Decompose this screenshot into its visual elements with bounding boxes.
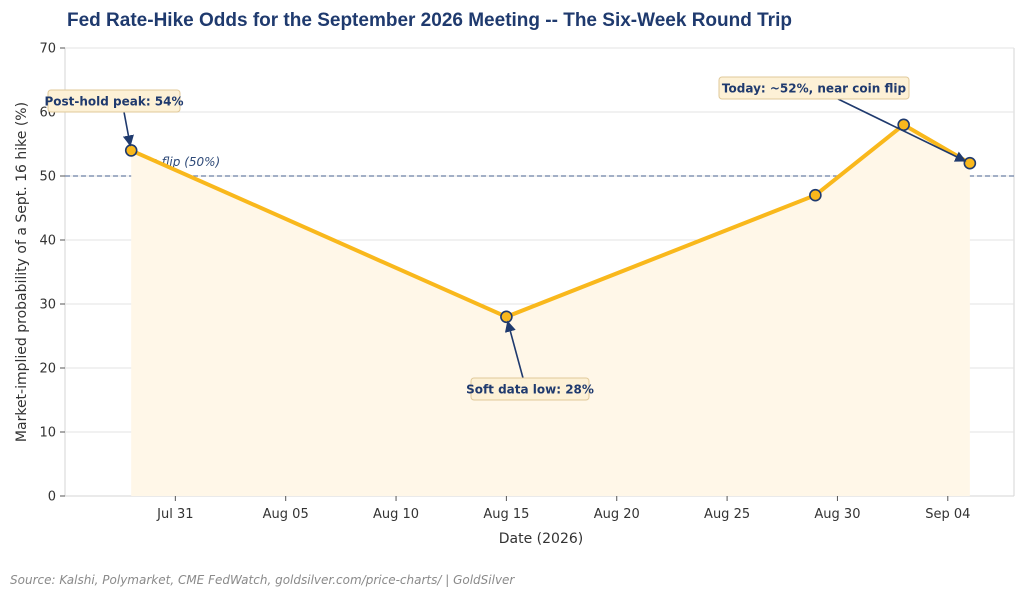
x-tick-label: Aug 10	[373, 507, 419, 522]
y-axis-label: Market-implied probability of a Sept. 16…	[14, 102, 30, 442]
data-point	[809, 188, 822, 202]
annotation-text: Today: ~52%, near coin flip	[722, 82, 907, 96]
y-tick-label: 70	[39, 42, 56, 57]
annotation-box	[718, 76, 910, 100]
x-tick-label: Aug 05	[263, 507, 309, 522]
y-tick-label: 20	[39, 362, 56, 377]
annotation-text: Post-hold peak: 54%	[44, 95, 183, 109]
annotations: Post-hold peak: 54% Soft data low: 28% Tod…	[44, 76, 967, 401]
x-axis: Jul 31 Aug 05 Aug 10 Aug 15 Aug 20 Aug 25 Aug …	[156, 496, 970, 522]
annotation-arrow	[122, 111, 134, 147]
y-tick-label: 50	[39, 170, 56, 185]
x-tick-label: Aug 20	[594, 507, 640, 522]
x-tick-label: Aug 30	[814, 507, 860, 522]
y-tick-label: 0	[48, 490, 56, 505]
y-tick-label: 10	[39, 426, 56, 441]
y-tick-label: 30	[39, 298, 56, 313]
x-tick-label: Aug 15	[483, 507, 529, 522]
data-point	[500, 310, 513, 324]
chart-title: Fed Rate-Hike Odds for the September 202…	[67, 10, 792, 31]
data-point	[124, 144, 138, 157]
x-tick-label: Sep 04	[925, 507, 970, 522]
source-note: Source: Kalshi, Polymarket, CME FedWatch…	[10, 573, 515, 587]
annotation-arrow	[837, 98, 967, 162]
data-point	[963, 156, 977, 170]
area-fill	[131, 124, 970, 497]
annotation-box	[470, 377, 590, 401]
annotation-text: Soft data low: 28%	[466, 383, 594, 397]
plot-area	[124, 118, 977, 497]
x-tick-label: Jul 31	[156, 507, 193, 522]
annotation-box	[47, 89, 181, 113]
x-tick-label: Aug 25	[704, 507, 750, 522]
y-tick-label: 40	[39, 234, 56, 249]
x-axis-label: Date (2026)	[499, 531, 583, 547]
annotation-arrow	[504, 320, 524, 379]
